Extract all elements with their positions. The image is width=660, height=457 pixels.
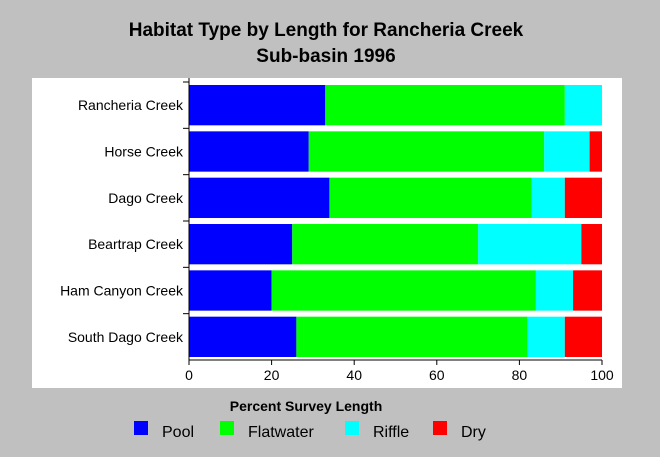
x-tick-label-2: 40 [346,367,362,383]
bar-flatwater-2 [329,177,532,218]
bar-riffle-2 [531,177,565,218]
legend-label-flatwater: Flatwater [248,424,314,441]
category-label-5: South Dago Creek [68,329,184,345]
bars-group [189,85,602,357]
bar-pool-1 [189,131,309,172]
bar-riffle-1 [544,131,590,172]
bar-pool-5 [189,316,297,357]
bar-pool-4 [189,270,272,311]
bar-dry-3 [581,224,602,265]
bar-dry-5 [564,316,602,357]
bar-flatwater-3 [292,224,479,265]
bar-dry-2 [564,177,602,218]
category-label-2: Dago Creek [108,190,184,206]
bar-dry-4 [573,270,602,311]
chart-title-line-2: Sub-basin 1996 [256,46,395,67]
category-label-3: Beartrap Creek [88,236,184,252]
bar-riffle-3 [478,224,582,265]
bar-pool-3 [189,224,293,265]
bar-flatwater-1 [308,131,545,172]
bar-flatwater-0 [325,85,565,126]
category-labels: Rancheria Creek Horse Creek Dago Creek Bear… [60,97,184,345]
bar-flatwater-5 [296,316,528,357]
category-label-4: Ham Canyon Creek [60,283,184,299]
legend-swatch-riffle [345,421,359,435]
x-tick-label-1: 20 [264,367,280,383]
legend-label-riffle: Riffle [373,424,409,441]
bar-flatwater-4 [271,270,536,311]
legend-label-dry: Dry [461,424,486,441]
category-label-0: Rancheria Creek [78,97,184,113]
x-tick-label-3: 60 [429,367,445,383]
category-label-1: Horse Creek [104,144,184,160]
chart-title-line-1: Habitat Type by Length for Rancheria Cre… [129,20,524,41]
legend-swatch-dry [433,421,447,435]
legend: Pool Flatwater Riffle Dry [134,421,486,441]
legend-swatch-pool [134,421,148,435]
x-axis: 0 20 40 60 80 100 [183,78,614,383]
bar-riffle-4 [535,270,574,311]
x-tick-label-0: 0 [185,367,193,383]
x-tick-label-5: 100 [590,367,614,383]
bar-dry-1 [589,131,602,172]
bar-pool-2 [189,177,330,218]
bar-pool-0 [189,85,326,126]
x-tick-label-4: 80 [512,367,528,383]
x-axis-label: Percent Survey Length [230,398,383,414]
bar-riffle-5 [527,316,565,357]
legend-label-pool: Pool [162,424,194,441]
bar-riffle-0 [564,85,602,126]
legend-swatch-flatwater [220,421,234,435]
